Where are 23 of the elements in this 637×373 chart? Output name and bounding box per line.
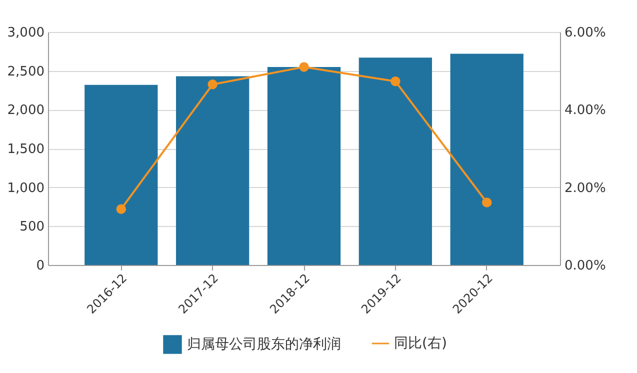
point bbox=[208, 80, 218, 90]
bar bbox=[267, 66, 341, 265]
y-tick-label: 2,000 bbox=[7, 103, 44, 118]
point bbox=[482, 198, 492, 208]
bar bbox=[358, 58, 432, 265]
y-tick-label: 3,000 bbox=[7, 26, 44, 40]
y2-tick-label: 0.00% bbox=[564, 258, 606, 274]
y2-tick-label: 4.00% bbox=[564, 103, 606, 118]
point bbox=[116, 204, 126, 214]
y-tick-label: 1,000 bbox=[7, 180, 44, 196]
bar bbox=[450, 54, 524, 265]
y2-tick-label: 6.00% bbox=[564, 26, 606, 40]
y2-tick-label: 2.00% bbox=[564, 180, 606, 196]
y-tick-label: 500 bbox=[20, 220, 44, 235]
point bbox=[390, 76, 400, 86]
bar bbox=[84, 84, 158, 265]
y-tick-label: 2,500 bbox=[7, 64, 44, 80]
point bbox=[299, 62, 309, 72]
legend-label: 同比(右) bbox=[394, 336, 447, 352]
y-tick-label: 1,500 bbox=[7, 142, 44, 157]
legend-label: 归属母公司股东的净利润 bbox=[187, 336, 341, 352]
bar bbox=[176, 76, 250, 265]
y-tick-label: 0 bbox=[36, 258, 44, 274]
